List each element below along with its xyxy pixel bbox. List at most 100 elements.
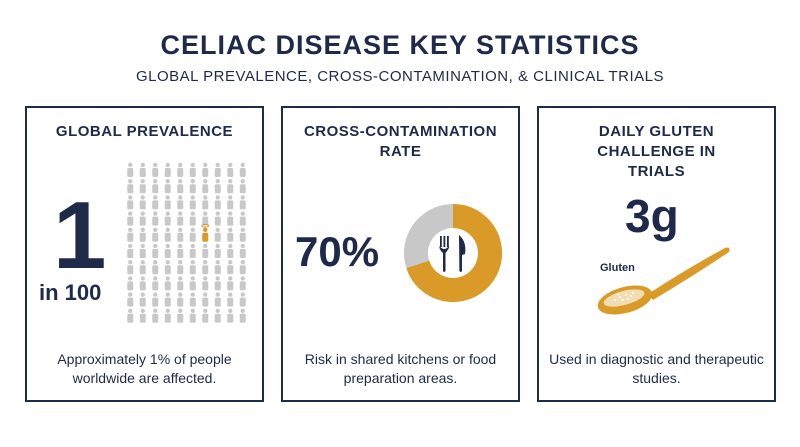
person-icon <box>189 179 196 194</box>
person-icon <box>127 162 134 177</box>
person-icon <box>152 292 159 307</box>
person-icon <box>227 260 234 275</box>
prevalence-card: GLOBAL PREVALENCE 1 in 100 Approximately… <box>25 106 264 402</box>
person-icon <box>164 179 171 194</box>
prevalence-ratio: in 100 <box>39 280 102 305</box>
person-icon <box>214 195 221 210</box>
person-icon <box>189 195 196 210</box>
person-icon <box>177 243 184 258</box>
person-icon <box>239 195 246 210</box>
person-icon <box>139 260 146 275</box>
person-icon <box>202 243 209 258</box>
fork-knife-icon <box>439 235 466 272</box>
person-icon <box>189 276 196 291</box>
person-icon <box>189 308 196 323</box>
person-icon <box>227 292 234 307</box>
person-icon <box>177 179 184 194</box>
person-icon <box>177 227 184 242</box>
person-icon <box>152 179 159 194</box>
person-icon <box>227 162 234 177</box>
person-icon <box>164 211 171 226</box>
person-icon <box>214 162 221 177</box>
person-icon <box>214 260 221 275</box>
person-icon <box>227 308 234 323</box>
donut-fill <box>406 204 502 302</box>
person-icon <box>164 260 171 275</box>
person-icon <box>214 276 221 291</box>
person-icon <box>214 227 221 242</box>
person-icon <box>202 260 209 275</box>
donut-chart <box>404 204 502 302</box>
person-icon <box>164 243 171 258</box>
person-icon <box>152 260 159 275</box>
person-icon <box>139 243 146 258</box>
person-icon <box>139 195 146 210</box>
person-icon <box>139 211 146 226</box>
person-icon <box>202 292 209 307</box>
person-icon <box>214 292 221 307</box>
person-icon <box>127 276 134 291</box>
person-icon <box>164 162 171 177</box>
gluten-challenge-card: DAILY GLUTEN CHALLENGE IN TRIALS 3g Glut… <box>537 106 776 402</box>
person-icon <box>127 195 134 210</box>
person-icon <box>239 276 246 291</box>
page-title: CELIAC DISEASE KEY STATISTICS <box>160 30 640 60</box>
person-icon <box>227 276 234 291</box>
person-icon <box>164 276 171 291</box>
person-icon <box>189 292 196 307</box>
card-heading: DAILY GLUTEN CHALLENGE IN TRIALS <box>539 122 774 182</box>
person-icon <box>164 308 171 323</box>
person-icon-highlighted <box>201 224 210 242</box>
gluten-amount: 3g <box>625 190 679 242</box>
person-icon <box>239 179 246 194</box>
person-icon <box>177 308 184 323</box>
person-icon <box>152 243 159 258</box>
person-icon <box>214 179 221 194</box>
person-icon <box>227 243 234 258</box>
person-icon <box>177 292 184 307</box>
card-heading-text: DAILY GLUTEN CHALLENGE IN TRIALS <box>597 123 716 180</box>
person-icon <box>127 179 134 194</box>
person-icon <box>227 179 234 194</box>
person-icon <box>127 243 134 258</box>
person-icon <box>177 195 184 210</box>
card-description: Risk in shared kitchens or food preparat… <box>304 351 497 386</box>
person-icon <box>202 162 209 177</box>
person-icon <box>189 243 196 258</box>
card-heading-text: CROSS-CONTAMINATION RATE <box>303 123 498 160</box>
person-icon <box>127 292 134 307</box>
person-icon <box>177 162 184 177</box>
person-icon <box>139 227 146 242</box>
person-icon <box>189 162 196 177</box>
person-icon <box>127 260 134 275</box>
person-icon <box>214 243 221 258</box>
person-icon <box>152 227 159 242</box>
card-heading: GLOBAL PREVALENCE <box>55 123 234 140</box>
person-icon <box>127 227 134 242</box>
person-icon <box>227 195 234 210</box>
person-icon <box>189 211 196 226</box>
person-icon <box>139 292 146 307</box>
card-description: Approximately 1% of people worldwide are… <box>57 351 232 386</box>
people-grid-icon <box>127 162 246 323</box>
person-icon <box>139 276 146 291</box>
person-icon <box>152 162 159 177</box>
person-icon <box>239 308 246 323</box>
person-icon <box>139 179 146 194</box>
person-icon <box>202 211 209 226</box>
gluten-label: Gluten <box>600 262 635 274</box>
person-icon <box>177 260 184 275</box>
person-icon <box>239 292 246 307</box>
prevalence-value: 1 <box>53 182 107 289</box>
person-icon <box>164 195 171 210</box>
person-icon <box>189 260 196 275</box>
person-icon <box>139 308 146 323</box>
person-icon <box>239 260 246 275</box>
person-icon <box>239 211 246 226</box>
person-icon <box>164 292 171 307</box>
person-icon <box>164 227 171 242</box>
person-icon <box>239 227 246 242</box>
person-icon <box>177 211 184 226</box>
person-icon <box>227 227 234 242</box>
person-icon <box>202 179 209 194</box>
